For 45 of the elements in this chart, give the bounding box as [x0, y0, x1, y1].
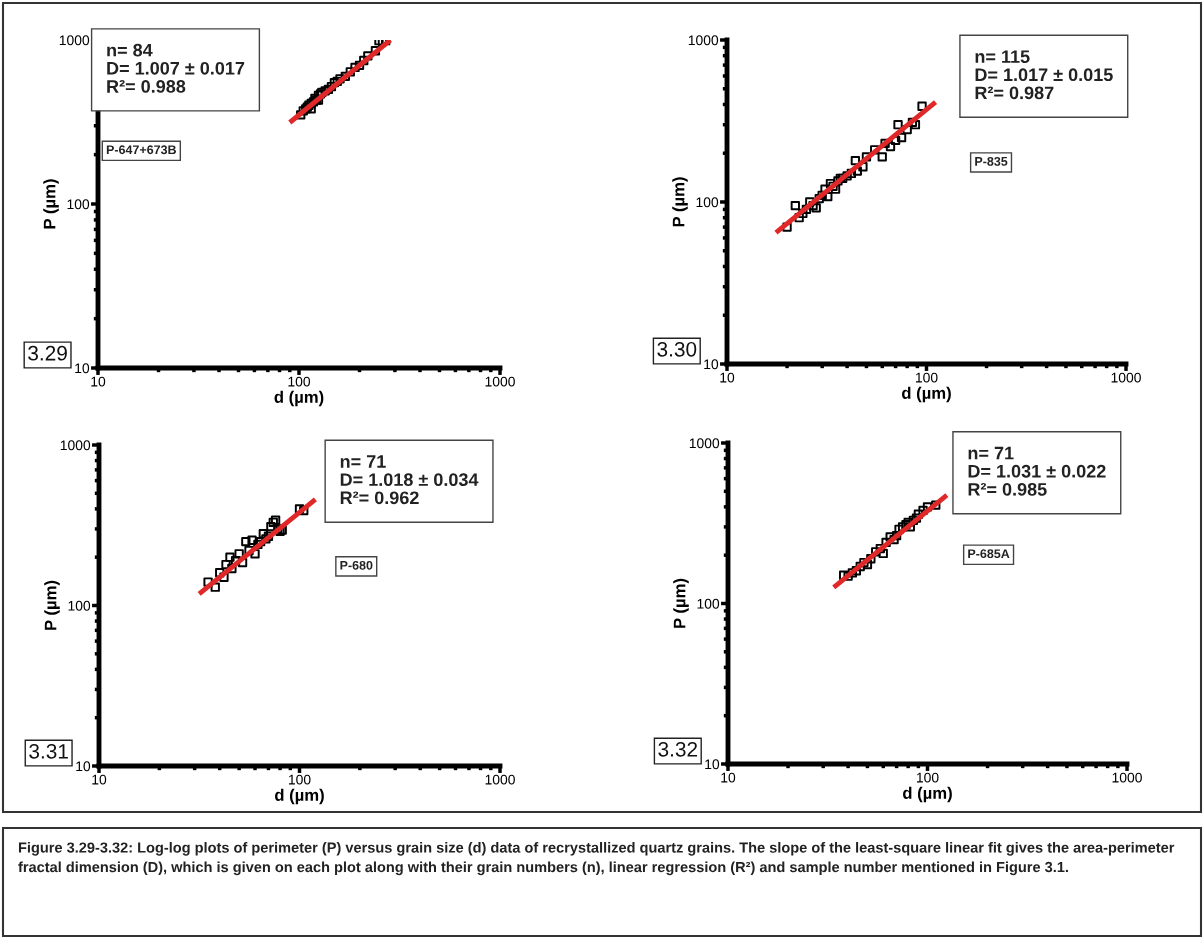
annotation: P-647+673B [106, 145, 177, 155]
y-tick-label: 10 [705, 759, 720, 770]
y-tick-label: 1000 [688, 35, 719, 46]
y-tick-label: 100 [68, 600, 91, 611]
x-tick-label: 10 [721, 772, 736, 783]
caption: Figure 3.29-3.32: Log-log plots of perimeter (P) versus grain size (d) data of recrystallized quartz grains. The slope of the least-square linear fit gives the area-perimeter fractal dimension (D), which is given on each plot along with their grain numbers (n), linear regression (R²) and sample number mentioned in Figure 3.1. [18, 842, 1175, 876]
y-axis-title: P (µm) [44, 580, 60, 630]
x-axis-title: d (µm) [274, 390, 324, 407]
text: 3.30 [657, 341, 697, 357]
y-tick-label: 10 [704, 359, 719, 370]
annotation: n= 71 D= 1.018 ± 0.034 R²= 0.962 [340, 455, 479, 505]
y-tick-label: 1000 [689, 438, 720, 449]
text: 3.29 [28, 345, 67, 361]
x-tick-label: 1000 [1111, 372, 1141, 383]
x-axis-title: d (µm) [902, 386, 951, 403]
x-tick-label: 1000 [1112, 772, 1142, 783]
y-tick-label: 100 [696, 197, 719, 208]
annotation: P-680 [340, 560, 373, 570]
y-tick-label: 10 [75, 363, 90, 374]
y-tick-label: 10 [76, 761, 91, 772]
x-tick-label: 100 [916, 772, 939, 783]
x-tick-label: 1000 [485, 376, 515, 387]
y-tick-label: 1000 [60, 440, 91, 451]
y-axis-title: P (µm) [673, 578, 689, 628]
text: 3.32 [658, 741, 698, 757]
annotation: P-835 [975, 156, 1008, 166]
y-tick-label: 100 [697, 598, 720, 609]
y-axis-title: P (µm) [43, 179, 59, 229]
x-tick-label: 100 [288, 774, 311, 785]
annotation: n= 84 D= 1.007 ± 0.017 R²= 0.988 [107, 43, 245, 93]
x-axis-title: d (µm) [275, 788, 324, 805]
x-tick-label: 10 [92, 774, 107, 785]
y-tick-label: 1000 [59, 35, 90, 46]
y-axis-title: P (µm) [672, 177, 688, 227]
x-tick-label: 10 [720, 372, 735, 383]
text: 3.31 [29, 743, 68, 759]
x-tick-label: 100 [915, 372, 938, 383]
x-axis-title: d (µm) [903, 786, 952, 803]
x-tick-label: 100 [288, 376, 311, 387]
x-tick-label: 10 [91, 376, 106, 387]
annotation: n= 115 D= 1.017 ± 0.015 R²= 0.987 [975, 50, 1113, 100]
x-tick-label: 1000 [485, 774, 515, 785]
annotation: n= 71 D= 1.031 ± 0.022 R²= 0.985 [968, 446, 1106, 496]
y-tick-label: 100 [67, 199, 90, 210]
annotation: P-685A [968, 549, 1010, 559]
